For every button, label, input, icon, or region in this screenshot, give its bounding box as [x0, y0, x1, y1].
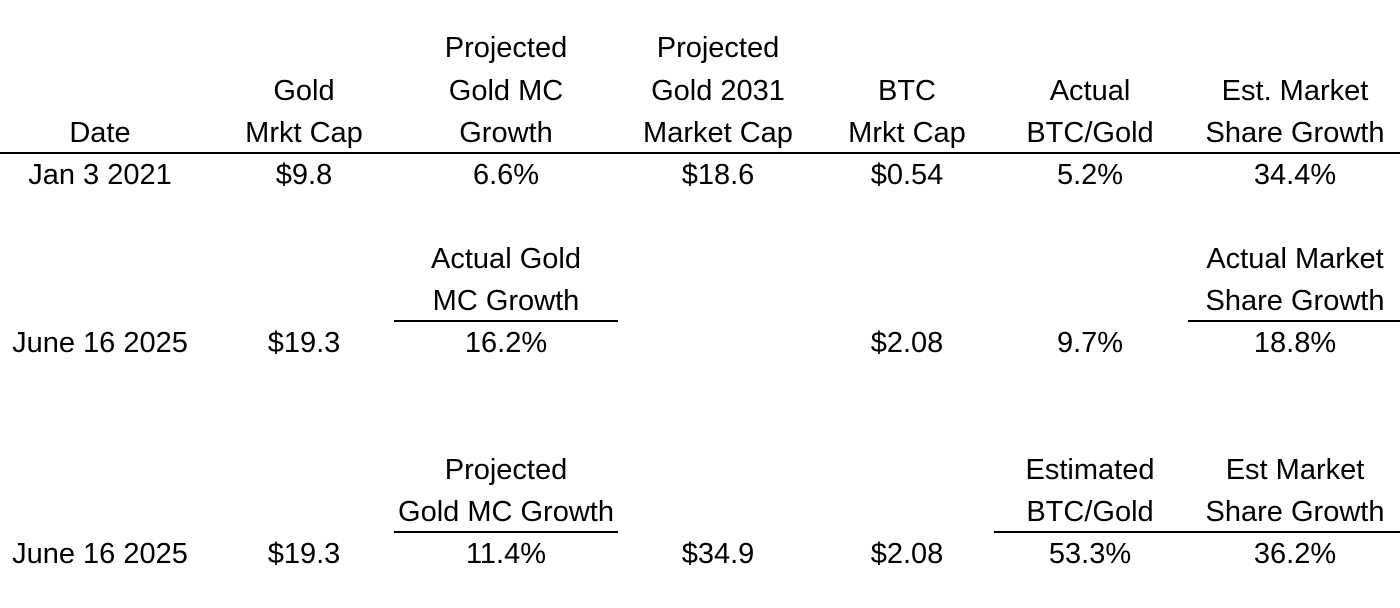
row3-date: June 16 2025: [12, 538, 188, 570]
header-est-share-line2: Share Growth: [1205, 117, 1385, 149]
row2-share-growth: 18.8%: [1253, 327, 1337, 359]
row2-share-underline: [1188, 320, 1400, 322]
row3-proj-mc: $34.9: [681, 538, 755, 570]
row3-growth: 11.4%: [465, 538, 547, 570]
row3-share-label-line1: Est Market: [1225, 454, 1365, 486]
row3-ratio-label-line2: BTC/Gold: [1026, 496, 1154, 528]
row1-btc-mc: $0.54: [870, 159, 944, 191]
row1-date: Jan 3 2021: [28, 159, 172, 191]
row2-growth: 16.2%: [464, 327, 548, 359]
row2-growth-underline: [394, 320, 618, 322]
row2-growth-label-line2: MC Growth: [432, 285, 580, 317]
header-proj-2031-line2: Gold 2031: [651, 75, 785, 107]
row2-growth-label-line1: Actual Gold: [431, 243, 581, 275]
header-proj-growth-line3: Growth: [459, 117, 553, 149]
header-date: Date: [69, 117, 131, 149]
row2-share-label-line2: Share Growth: [1205, 285, 1385, 317]
row3-share-label-line2: Share Growth: [1205, 496, 1385, 528]
row3-growth-label-line1: Projected: [444, 454, 568, 486]
row1-ratio: 5.2%: [1056, 159, 1124, 191]
header-underline: [0, 152, 1400, 154]
row3-growth-label-line2: Gold MC Growth: [398, 496, 614, 528]
row2-gold-mc: $19.3: [267, 327, 341, 359]
header-actual-ratio-line1: Actual: [1049, 75, 1131, 107]
header-gold-mc-line1: Gold: [273, 75, 335, 107]
header-proj-2031-line1: Projected: [656, 32, 780, 64]
row1-gold-mc: $9.8: [275, 159, 333, 191]
row1-proj-2031: $18.6: [681, 159, 755, 191]
header-est-share-line1: Est. Market: [1221, 75, 1369, 107]
row1-share-growth: 34.4%: [1253, 159, 1337, 191]
header-proj-growth-line2: Gold MC: [448, 75, 564, 107]
row2-share-label-line1: Actual Market: [1206, 243, 1384, 275]
header-proj-growth-line1: Projected: [444, 32, 568, 64]
row3-ratio-share-underline: [994, 531, 1400, 533]
header-gold-mc-line2: Mrkt Cap: [245, 117, 363, 149]
header-proj-2031-line3: Market Cap: [643, 117, 793, 149]
row3-share-growth: 36.2%: [1253, 538, 1337, 570]
row2-ratio: 9.7%: [1056, 327, 1124, 359]
row2-btc-mc: $2.08: [870, 327, 944, 359]
row1-proj-growth: 6.6%: [472, 159, 540, 191]
header-btc-mc-line2: Mrkt Cap: [848, 117, 966, 149]
row3-ratio-label-line1: Estimated: [1025, 454, 1155, 486]
header-btc-mc-line1: BTC: [878, 75, 936, 107]
header-actual-ratio-line2: BTC/Gold: [1026, 117, 1154, 149]
row2-date: June 16 2025: [12, 327, 188, 359]
row3-btc-mc: $2.08: [870, 538, 944, 570]
row3-ratio: 53.3%: [1048, 538, 1132, 570]
row3-gold-mc: $19.3: [267, 538, 341, 570]
row3-growth-underline: [394, 531, 618, 533]
